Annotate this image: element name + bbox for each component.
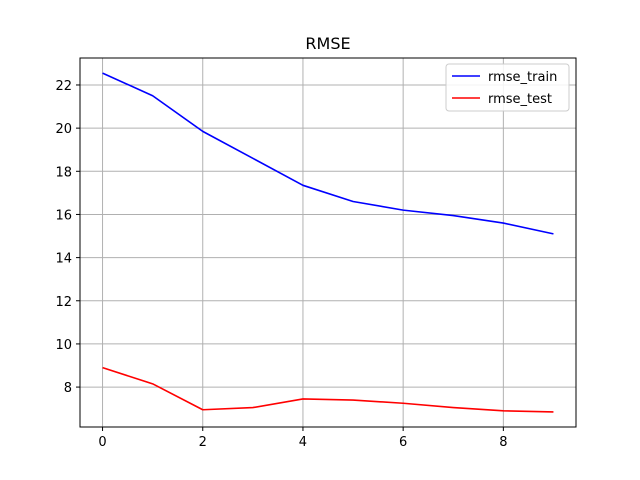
chart-title: RMSE — [305, 34, 350, 53]
y-tick-label: 20 — [55, 122, 72, 137]
legend-label-rmse_train: rmse_train — [488, 70, 557, 85]
plot-frame — [79, 57, 577, 428]
y-tick-label: 22 — [55, 79, 72, 94]
x-tick-label: 2 — [199, 435, 207, 450]
y-tick-label: 12 — [55, 295, 72, 310]
x-tick-label: 4 — [299, 435, 307, 450]
legend: rmse_train rmse_test — [445, 63, 570, 112]
y-axis: 8 10 12 14 16 18 20 22 — [55, 79, 80, 396]
y-tick-label: 8 — [64, 381, 72, 396]
legend-label-rmse_test: rmse_test — [488, 92, 552, 107]
series-layer — [102, 72, 554, 413]
y-tick-label: 14 — [55, 252, 72, 267]
x-tick-label: 6 — [399, 435, 407, 450]
series-line-rmse_test — [102, 366, 554, 413]
x-tick-label: 0 — [98, 435, 106, 450]
series-line-rmse_train — [102, 72, 554, 235]
y-tick-label: 18 — [55, 165, 72, 180]
grid — [80, 58, 576, 427]
y-tick-label: 16 — [55, 208, 72, 223]
x-tick-label: 8 — [499, 435, 507, 450]
y-tick-label: 10 — [55, 338, 72, 353]
x-axis: 0 2 4 6 8 — [98, 427, 507, 450]
